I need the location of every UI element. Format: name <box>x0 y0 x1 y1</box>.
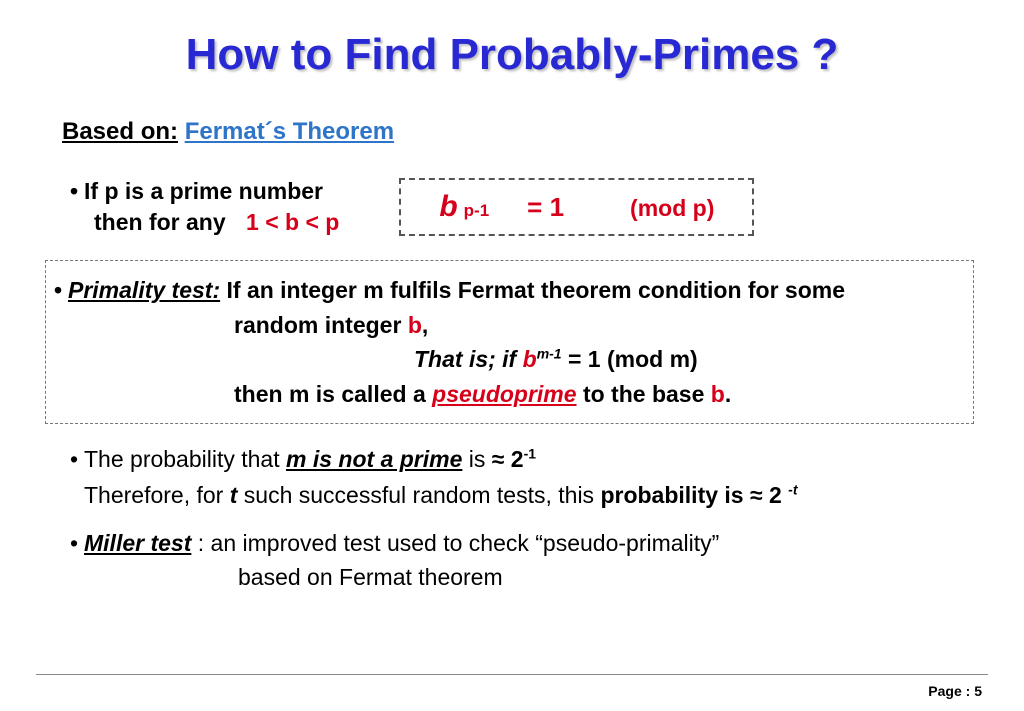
miller-block: •Miller test : an improved test used to … <box>70 527 984 594</box>
page-num-value: 5 <box>974 683 982 699</box>
m-not-prime: m is not a prime <box>286 446 462 472</box>
based-on-label: Based on: <box>62 118 178 145</box>
prob-l2c: probability is ≈ 2 <box>600 482 788 508</box>
pseudoprime-label: pseudoprime <box>432 381 576 407</box>
footer-divider <box>36 674 988 675</box>
fermat-row: •If p is a prime number then for any 1 <… <box>70 176 984 238</box>
prob-exp1: -1 <box>524 445 536 461</box>
primality-l1: If an integer m fulfils Fermat theorem c… <box>220 277 845 303</box>
primality-exp: m-1 <box>537 345 562 361</box>
primality-b3: b <box>711 381 725 407</box>
prime-condition-text: •If p is a prime number then for any 1 <… <box>70 176 339 238</box>
prob-l2a: Therefore, for <box>84 482 230 508</box>
primality-l3a: That is; if <box>414 346 523 372</box>
miller-test-label: Miller test <box>84 530 191 556</box>
prob-exp2: -t <box>788 481 797 497</box>
primality-test-box: •Primality test: If an integer m fulfils… <box>45 260 974 424</box>
miller-l1: : an improved test used to check “pseudo… <box>198 530 720 556</box>
prob-l1c: is <box>462 446 491 472</box>
page-number: Page : 5 <box>928 683 982 699</box>
primality-l3c: = 1 (mod m) <box>562 346 698 372</box>
prob-l2b: such successful random tests, this <box>237 482 600 508</box>
formula-b: b <box>439 190 457 224</box>
formula-mod: (mod p) <box>630 195 714 222</box>
primality-b1: b <box>408 312 422 338</box>
formula-exp: p-1 <box>464 201 490 221</box>
formula-eq: = 1 <box>527 192 564 223</box>
primality-l2c: , <box>422 312 428 338</box>
slide-title: How to Find Probably-Primes ? <box>40 30 984 80</box>
probability-block: •The probability that m is not a prime i… <box>70 442 984 513</box>
prob-approx1: ≈ 2 <box>492 446 524 472</box>
primality-l4c: to the base <box>577 381 711 407</box>
fermat-link: Fermat´s Theorem <box>185 118 394 145</box>
primality-l4e: . <box>725 381 731 407</box>
prob-l1a: The probability that <box>84 446 286 472</box>
fermat-formula-box: b p-1 = 1 (mod p) <box>399 178 754 236</box>
primality-l4a: then m is called a <box>234 381 432 407</box>
prime-condition: 1 < b < p <box>246 209 339 235</box>
miller-l2: based on Fermat theorem <box>238 561 984 594</box>
prime-l2a: then for any <box>94 209 226 235</box>
based-on-line: Based on: Fermat´s Theorem <box>62 118 984 146</box>
prime-l1: If p is a prime number <box>84 178 323 204</box>
primality-b2: b <box>523 346 537 372</box>
page-label: Page : <box>928 683 974 699</box>
primality-test-label: Primality test: <box>68 277 220 303</box>
primality-l2a: random integer <box>234 312 408 338</box>
